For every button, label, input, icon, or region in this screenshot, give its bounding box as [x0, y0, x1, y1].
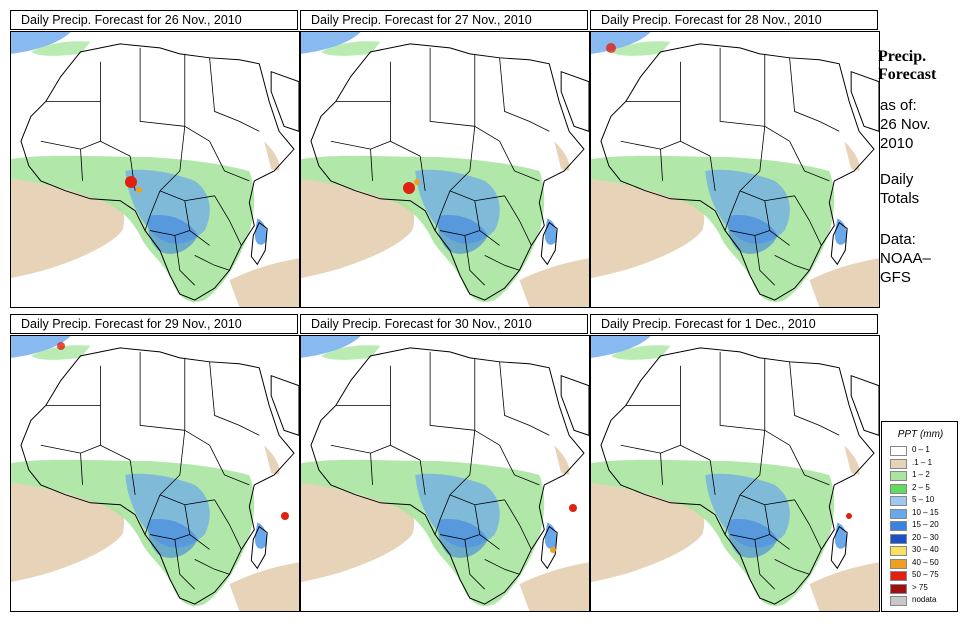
- africa-map-graphic: [11, 32, 299, 307]
- africa-map-graphic: [11, 336, 299, 611]
- africa-map-graphic: [591, 32, 879, 307]
- legend-label: 2 – 5: [912, 482, 930, 492]
- panel-title: Daily Precip. Forecast for 29 Nov., 2010: [10, 314, 298, 334]
- legend-swatch: [890, 521, 907, 531]
- panel-title: Daily Precip. Forecast for 1 Dec., 2010: [590, 314, 878, 334]
- legend-swatch: [890, 496, 907, 506]
- data-line3: GFS: [880, 269, 911, 286]
- legend-swatch: [890, 596, 907, 606]
- legend-label: 40 – 50: [912, 557, 939, 567]
- africa-map-graphic: [591, 336, 879, 611]
- data-line1: Data:: [880, 231, 916, 248]
- asof-date-line2: 2010: [880, 135, 914, 152]
- panel-title: Daily Precip. Forecast for 27 Nov., 2010: [300, 10, 588, 30]
- side-title-line2: Forecast: [878, 66, 937, 83]
- asof-label: as of:: [880, 97, 917, 114]
- legend-swatch: [890, 471, 907, 481]
- legend-swatch: [890, 446, 907, 456]
- panel-title: Daily Precip. Forecast for 28 Nov., 2010: [590, 10, 878, 30]
- totals-line1: Daily: [880, 171, 914, 188]
- africa-map-graphic: [301, 32, 589, 307]
- legend-label: > 75: [912, 582, 928, 592]
- legend-swatch: [890, 558, 907, 569]
- map-panel-4: Daily Precip. Forecast for 29 Nov., 2010: [10, 314, 300, 612]
- legend-swatch: [890, 583, 907, 594]
- side-data-source: Data: NOAA– GFS: [880, 230, 931, 287]
- side-asof: as of: 26 Nov. 2010: [880, 96, 931, 153]
- precip-legend: PPT (mm) 0 – 1 .1 – 1 1 – 2 2 – 5 5 – 10 10 –…: [881, 421, 958, 612]
- panel-title: Daily Precip. Forecast for 30 Nov., 2010: [300, 314, 588, 334]
- legend-label: nodata: [912, 595, 937, 604]
- map-panel-1: Daily Precip. Forecast for 26 Nov., 2010: [10, 10, 300, 308]
- legend-label: 5 – 10: [912, 495, 935, 504]
- side-title: Precip. Forecast: [878, 48, 936, 84]
- legend-swatch: [890, 458, 907, 469]
- map-panel-2: Daily Precip. Forecast for 27 Nov., 2010: [300, 10, 590, 308]
- legend-label: 10 – 15: [912, 507, 939, 517]
- legend-label: 0 – 1: [912, 445, 930, 454]
- side-totals: Daily Totals: [880, 170, 919, 208]
- panel-title: Daily Precip. Forecast for 26 Nov., 2010: [10, 10, 298, 30]
- legend-label: .1 – 1: [912, 457, 933, 467]
- totals-line2: Totals: [880, 190, 920, 207]
- legend-label: 15 – 20: [912, 520, 939, 529]
- data-line2: NOAA–: [880, 250, 931, 267]
- legend-swatch: [890, 546, 907, 556]
- forecast-map: [590, 31, 880, 308]
- legend-swatch: [890, 571, 907, 581]
- legend-swatch: [890, 533, 907, 544]
- map-panel-6: Daily Precip. Forecast for 1 Dec., 2010: [590, 314, 880, 612]
- forecast-map: [10, 335, 300, 612]
- side-title-line1: Precip.: [878, 48, 927, 65]
- legend-swatch: [890, 483, 907, 494]
- forecast-map: [300, 31, 590, 308]
- map-panel-3: Daily Precip. Forecast for 28 Nov., 2010: [590, 10, 880, 308]
- legend-label: 50 – 75: [912, 570, 939, 579]
- legend-label: 1 – 2: [912, 470, 930, 479]
- forecast-map: [300, 335, 590, 612]
- forecast-map: [10, 31, 300, 308]
- map-panel-5: Daily Precip. Forecast for 30 Nov., 2010: [300, 314, 590, 612]
- africa-map-graphic: [301, 336, 589, 611]
- legend-swatch: [890, 508, 907, 519]
- legend-title: PPT (mm): [897, 429, 944, 440]
- asof-date-line1: 26 Nov.: [880, 116, 931, 133]
- legend-label: 30 – 40: [912, 545, 939, 554]
- forecast-map: [590, 335, 880, 612]
- legend-label: 20 – 30: [912, 532, 939, 542]
